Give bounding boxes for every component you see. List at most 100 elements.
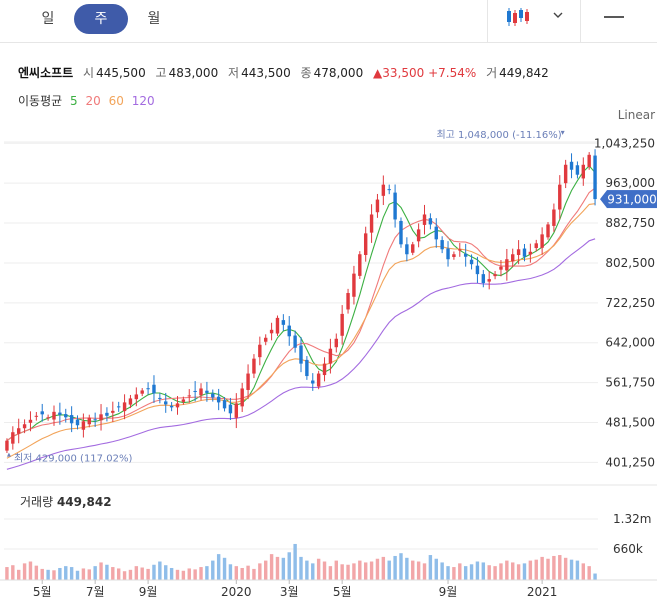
tab-monthly[interactable]: 월 [147, 11, 161, 27]
candle-body [216, 396, 221, 403]
volume-bar [434, 558, 438, 580]
volume-bar [228, 564, 233, 580]
candle-body [316, 373, 321, 387]
volume-bar [122, 571, 127, 580]
candle-body [463, 253, 468, 257]
volume-bar [452, 567, 456, 580]
tab-daily[interactable]: 일 [41, 11, 55, 27]
x-tick-label: 9월 [439, 585, 458, 599]
ma20-line [6, 187, 596, 442]
volume-bar [593, 573, 597, 580]
candle-body [246, 373, 250, 390]
y-tick-label: 561,750 [605, 376, 655, 390]
volume-bar [164, 565, 168, 580]
candle-body [122, 402, 127, 412]
volume-bar [369, 561, 374, 580]
volume-bar [240, 567, 244, 580]
candle-body [387, 189, 391, 191]
volume-bar [140, 567, 144, 580]
volume-bar [493, 566, 497, 580]
candle-body [87, 417, 91, 425]
volume-bar [246, 565, 250, 580]
volume-bar [558, 555, 562, 580]
y-tick-label: 963,000 [605, 176, 655, 190]
candle-body [516, 249, 521, 255]
candlestick-icon[interactable] [500, 0, 540, 42]
open-price: 445,500 [96, 66, 146, 80]
volume-bar [181, 570, 186, 580]
toolbar-divider [580, 0, 581, 42]
tab-weekly[interactable]: 주 [74, 4, 128, 34]
volume-bar [187, 568, 191, 580]
x-tick-label: 5월 [33, 585, 52, 599]
volume-bar [28, 561, 33, 580]
y-tick-label: 1,043,250 [594, 136, 655, 150]
volume-bar [363, 562, 368, 580]
candle-body [499, 266, 503, 270]
candle-body [534, 243, 538, 249]
candle-body [511, 254, 515, 262]
candle-body [252, 358, 256, 374]
candle-body [240, 388, 244, 407]
candle-body [11, 432, 15, 444]
volume-bar [563, 557, 568, 580]
x-tick-label: 3월 [280, 585, 299, 599]
candle-body [205, 390, 209, 393]
candle-body [358, 254, 362, 276]
current-price-tag [607, 190, 657, 209]
volume-bar [128, 569, 133, 580]
candle-body [428, 218, 433, 225]
minus-icon[interactable] [600, 0, 630, 42]
candle-body [352, 273, 356, 297]
candle-body [581, 164, 586, 179]
candle-body [69, 415, 74, 424]
candle-body [222, 400, 227, 409]
candle-body [93, 419, 97, 421]
candle-body [287, 325, 291, 337]
candle-body [187, 395, 191, 397]
candle-body [469, 259, 474, 265]
candle-body [16, 428, 21, 434]
volume-bar [499, 563, 503, 580]
chart-grid [4, 141, 598, 463]
stock-name: 엔씨소프트 [18, 66, 74, 80]
volume-bar [381, 556, 386, 580]
volume-bar [528, 560, 533, 580]
candle-body [328, 348, 333, 364]
volume-tick-label: 1.32m [613, 512, 651, 526]
chevron-down-icon[interactable] [548, 0, 568, 42]
scale-label[interactable]: Linear [618, 108, 655, 122]
volume-bar [469, 564, 474, 580]
volume-bar [275, 556, 280, 580]
volume-bar [222, 557, 227, 580]
candle-body [340, 313, 344, 336]
low-marker-label: 최저 429,000 (117.02%) [14, 453, 133, 465]
candle-body [146, 388, 150, 390]
volume-bar [305, 560, 309, 580]
stock-summary: 엔씨소프트 시 445,500 고 483,000 저 443,500 종 478,00… [18, 64, 555, 81]
candle-body [311, 380, 315, 384]
volume-bar [334, 560, 338, 580]
volume-bar [322, 561, 327, 580]
ma120-line [6, 238, 596, 470]
volume-bar [481, 562, 486, 580]
candle-body [28, 419, 33, 423]
volume-bar [328, 566, 333, 580]
candle-body [446, 248, 450, 260]
volume-bar [440, 562, 444, 580]
candle-body [305, 359, 309, 377]
candle-body [193, 390, 197, 392]
volume-bar [199, 567, 203, 580]
candle-body [99, 414, 103, 421]
candle-body [181, 399, 186, 402]
volume-bar [522, 563, 527, 580]
candle-body [458, 249, 462, 251]
candle-body [481, 274, 486, 284]
volume-bar [216, 554, 221, 580]
volume-panel: 거래량 449,842 1.32m 660k [0, 484, 657, 580]
y-axis: 1,043,250 963,000 882,750 802,500 722,250 642… [594, 136, 657, 469]
volume-bar [552, 555, 556, 580]
y-tick-label: 481,500 [605, 416, 655, 430]
volume-bar [340, 564, 344, 580]
